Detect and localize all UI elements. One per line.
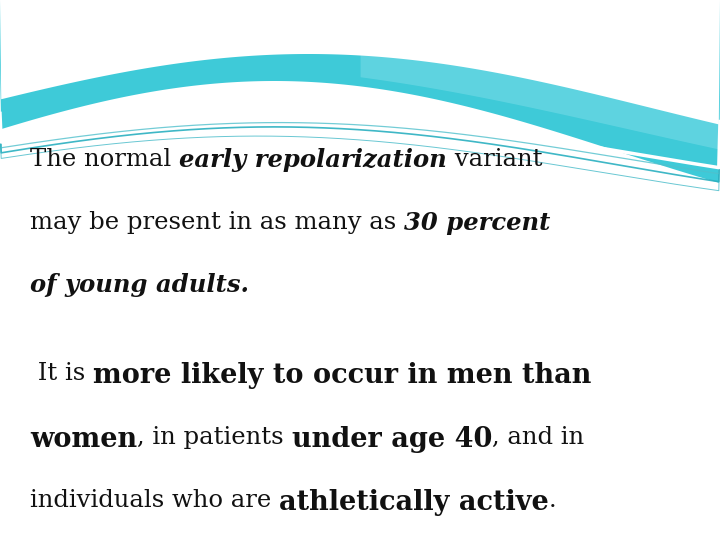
Polygon shape	[0, 0, 720, 124]
Text: under age 40: under age 40	[292, 426, 492, 453]
Text: more likely to occur in men than: more likely to occur in men than	[94, 362, 592, 389]
Text: athletically active: athletically active	[279, 489, 549, 516]
Text: of young adults.: of young adults.	[30, 273, 249, 296]
Text: , in patients: , in patients	[138, 426, 292, 449]
Text: may be present in as many as: may be present in as many as	[30, 211, 404, 234]
Text: .: .	[549, 489, 557, 512]
Text: variant: variant	[447, 148, 542, 172]
Text: individuals who are: individuals who are	[30, 489, 279, 512]
Polygon shape	[361, 0, 720, 150]
Text: early repolarization: early repolarization	[179, 148, 447, 172]
Text: 30 percent: 30 percent	[404, 211, 551, 234]
Polygon shape	[0, 0, 720, 183]
Text: , and in: , and in	[492, 426, 584, 449]
Text: The normal: The normal	[30, 148, 179, 172]
Text: women: women	[30, 426, 138, 453]
Text: It is: It is	[30, 362, 94, 385]
